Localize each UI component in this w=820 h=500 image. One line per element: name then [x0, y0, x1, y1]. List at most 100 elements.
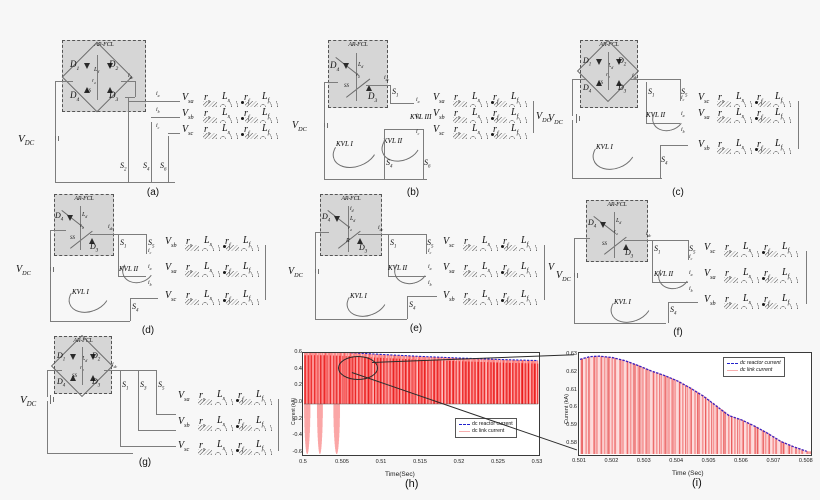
chart-i-canvas [579, 355, 811, 454]
diode-d3-label: D3 [625, 248, 634, 260]
vdc-right-label: V [548, 262, 555, 273]
battery-long-plate [324, 121, 325, 130]
kvl-1-label: KVL I [596, 143, 613, 151]
chart-i-xtick: 0.507 [766, 458, 781, 464]
vdc-bottom-wire [47, 401, 48, 453]
node-dot-2 [223, 271, 226, 274]
chart-i-y-title: Current (kA) [564, 394, 570, 424]
lf-1-symbol [780, 251, 800, 257]
panel-caption-a: (a) [146, 187, 160, 198]
return-bus [47, 453, 133, 454]
rf-c-symbol [758, 101, 771, 107]
chart-i-xtick: 0.502 [604, 458, 619, 464]
rs-a-symbol [717, 117, 731, 123]
ar-fcl-label: AR-FCL [348, 42, 368, 48]
s1-out [388, 276, 426, 277]
rs-c-symbol [717, 101, 731, 107]
lf-1-label: Lf [782, 241, 789, 254]
chart-i-xtick: 0.501 [572, 458, 586, 464]
node-dot-a [491, 101, 494, 104]
vsb-label: Vsb [182, 108, 194, 121]
chart-h-y-title: Current (kA) [291, 397, 297, 425]
switch-s1-label: S1 [392, 87, 399, 99]
lf-a-label: Lf [775, 107, 782, 120]
ls-2-label: Ls [204, 261, 212, 274]
ar-fcl-label: AR-FCL [341, 196, 361, 202]
ls-3-label: Ls [743, 293, 751, 306]
rf-1-symbol [504, 245, 517, 251]
lf-1-label: Lf [521, 235, 528, 248]
load-return-rail [265, 245, 266, 300]
rs-3-symbol [463, 299, 477, 305]
vdc-bottom-wire [50, 271, 51, 321]
s5-leg [146, 234, 147, 254]
ls-c-label: Ls [222, 123, 230, 136]
lf-c-symbol [773, 101, 793, 107]
vdc-bottom-wire [55, 140, 56, 182]
node-dot-c [755, 101, 758, 104]
diode-d3-label: D3 [359, 243, 368, 255]
legend-line-icon [727, 370, 738, 371]
fcl-out-wire [358, 234, 426, 235]
vdc-bottom-wire [324, 127, 325, 179]
rf-c-symbol [494, 133, 507, 139]
rf-2-symbol [765, 277, 778, 283]
rf-a-symbol [758, 117, 771, 123]
ls-a-label: Ls [217, 389, 225, 402]
load-return-rail [806, 251, 807, 304]
rf-c-symbol [239, 449, 252, 455]
vdc-top-wire [47, 370, 48, 397]
bridge-mid-wire [82, 347, 83, 385]
ar-fcl-block: AR-FCL [580, 40, 638, 108]
phase-c-current-label: ic [689, 254, 693, 262]
switch-s1-label: S1 [648, 87, 655, 99]
ss-switch-label: SS [602, 242, 607, 247]
return-bus [55, 182, 175, 183]
chart-h-ytick: 0.6 [294, 349, 302, 355]
vdc-to-fcl [324, 82, 338, 83]
phase-a-current-label: ia [689, 270, 693, 278]
node-dot-3 [762, 303, 765, 306]
kvl-3-label: KVL III [410, 113, 432, 121]
kvl-2-label: KVL II [654, 270, 674, 278]
battery-long-plate [574, 271, 575, 280]
reactor-inductor-label: Ld [82, 212, 88, 220]
s4-leg [407, 296, 408, 319]
diode-d4-label: D4 [322, 212, 331, 224]
kvl-1-arc [587, 130, 641, 176]
rs-b-symbol [717, 148, 731, 154]
return-bus [50, 321, 130, 322]
idc-label: idc [128, 73, 134, 81]
reactor-inductor-label: Ld [350, 216, 356, 224]
diode-d3-icon [616, 80, 622, 86]
vsa-label: Vsa [182, 92, 194, 105]
s4-leg [130, 298, 131, 321]
ar-fcl-block: AR-FCL [586, 200, 648, 262]
switch-s4-label: S4 [132, 302, 139, 314]
fcl-out-wire [366, 85, 390, 86]
return-bus [324, 179, 427, 180]
vdc-label: VDC [18, 133, 35, 148]
return-bus [315, 319, 407, 320]
ls-2-symbol [202, 271, 222, 277]
chart-h-ytick: 0.4 [294, 365, 302, 372]
lf-b-label: Lf [511, 107, 518, 120]
phase-b-current-label: ib [416, 113, 420, 121]
rs-2-symbol [724, 277, 738, 283]
switch-s4-label: S4 [409, 300, 416, 312]
rs-1-symbol [185, 245, 199, 251]
vdc-top-wire [324, 82, 325, 123]
id-current-label: id [350, 206, 354, 214]
diode-d4-label: D4 [55, 211, 64, 223]
lf-b-symbol [509, 117, 529, 123]
ar-fcl-label: AR-FCL [94, 42, 114, 48]
s1-leg [388, 234, 389, 276]
vsc-label: Vsc [165, 290, 177, 303]
phase-b-current-label: ib [156, 107, 160, 115]
ls-a-symbol [734, 117, 754, 123]
vdc-to-fcl [574, 238, 590, 239]
lf-a-symbol [773, 117, 793, 123]
idc-label: idc [112, 362, 118, 370]
s1-leg [118, 234, 119, 276]
ss-switch-label: SS [598, 81, 603, 86]
